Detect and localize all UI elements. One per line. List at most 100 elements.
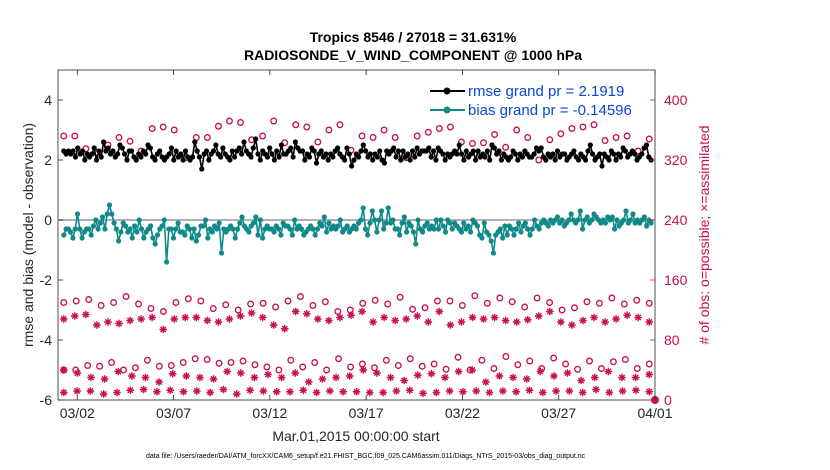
- obs-possible-marker: [469, 140, 476, 147]
- bias-point: [527, 232, 533, 238]
- obs-assimilated-marker: [618, 373, 626, 382]
- chart-title-line1: Tropics 8546 / 27018 = 31.631%: [310, 29, 517, 45]
- obs-possible-marker: [371, 296, 379, 304]
- obs-assimilated-marker: [427, 369, 436, 378]
- obs-assimilated-marker: [347, 311, 355, 320]
- obs-assimilated-marker: [352, 387, 361, 396]
- rmse-point: [508, 154, 514, 160]
- obs-assimilated-marker: [534, 312, 543, 320]
- y-axis-left-label: rmse and bias (model - observation): [20, 123, 36, 347]
- obs-possible-marker: [226, 117, 233, 125]
- y-left-tick-label: -4: [40, 332, 53, 348]
- obs-assimilated-marker: [326, 387, 334, 395]
- obs-assimilated-marker: [113, 388, 121, 397]
- bias-point: [193, 238, 199, 244]
- x-axis-label: Mar.01,2015 00:00:00 start: [272, 428, 439, 444]
- rmse-point: [613, 157, 619, 163]
- rmse-point: [313, 160, 320, 166]
- bias-point: [529, 226, 535, 232]
- y-left-tick-label: -6: [40, 392, 53, 408]
- y-left-tick-label: 0: [44, 212, 52, 228]
- bias-point: [479, 235, 485, 241]
- obs-possible-marker: [597, 365, 605, 372]
- rmse-point: [330, 154, 336, 160]
- obs-assimilated-marker: [538, 388, 547, 397]
- rmse-point: [552, 157, 558, 163]
- bias-point: [97, 220, 103, 226]
- bias-point: [431, 226, 437, 232]
- obs-possible-marker: [334, 308, 342, 315]
- obs-possible-marker: [60, 299, 68, 306]
- bias-point: [257, 217, 263, 223]
- obs-assimilated-marker: [499, 387, 507, 395]
- bias-point: [468, 229, 474, 235]
- obs-assimilated-marker: [590, 373, 599, 382]
- obs-assimilated-marker: [137, 315, 145, 323]
- obs-assimilated-marker: [568, 321, 576, 329]
- rmse-point: [250, 145, 256, 151]
- obs-possible-marker: [143, 356, 151, 364]
- bias-point: [278, 232, 284, 238]
- rmse-point: [618, 154, 624, 160]
- obs-possible-marker: [471, 292, 479, 300]
- obs-possible-marker: [184, 295, 192, 303]
- bias-point: [628, 217, 634, 223]
- rmse-point: [496, 148, 502, 154]
- rmse-point: [335, 145, 341, 151]
- rmse-point: [426, 145, 432, 151]
- bias-point: [72, 226, 78, 232]
- obs-possible-marker: [159, 123, 167, 131]
- obs-possible-marker: [633, 365, 641, 372]
- bias-point: [164, 259, 170, 265]
- y-right-tick-label: 0: [664, 392, 672, 408]
- obs-assimilated-marker: [358, 307, 366, 316]
- obs-assimilated-marker: [563, 369, 572, 377]
- rmse-point: [79, 148, 86, 154]
- obs-assimilated-marker: [100, 375, 109, 383]
- obs-assimilated-marker: [552, 387, 560, 395]
- rmse-point: [82, 157, 88, 163]
- rmse-point: [597, 151, 603, 157]
- rmse-point: [318, 148, 324, 154]
- obs-possible-marker: [645, 135, 653, 143]
- rmse-point: [346, 151, 352, 157]
- obs-assimilated-marker: [264, 370, 272, 379]
- bias-point: [161, 217, 167, 223]
- bias-point: [132, 223, 138, 229]
- obs-assimilated-marker: [115, 319, 123, 328]
- obs-possible-marker: [197, 297, 205, 305]
- obs-possible-marker: [214, 122, 222, 130]
- rmse-point: [342, 157, 348, 163]
- rmse-point: [414, 145, 420, 151]
- rmse-point: [482, 154, 488, 160]
- obs-possible-marker: [514, 361, 522, 369]
- bias-point: [394, 226, 401, 232]
- y-axis-right-label: # of obs: o=possible; ×=assimilated: [696, 125, 712, 344]
- obs-assimilated-marker: [400, 376, 408, 385]
- bias-point: [116, 238, 122, 244]
- rmse-point: [306, 154, 313, 160]
- bias-point: [321, 214, 327, 220]
- rmse-point: [398, 157, 404, 163]
- bias-point: [584, 214, 590, 220]
- bias-point: [372, 217, 378, 223]
- bias-point: [319, 223, 325, 229]
- bias-point: [554, 214, 561, 220]
- rmse-point: [210, 148, 217, 154]
- y-right-tick-label: 80: [664, 332, 680, 348]
- bias-point: [390, 217, 396, 223]
- rmse-point: [101, 139, 107, 145]
- obs-assimilated-marker: [93, 321, 101, 329]
- obs-possible-marker: [108, 359, 116, 366]
- obs-possible-marker: [325, 126, 333, 134]
- obs-possible-marker: [110, 299, 118, 306]
- rmse-point: [152, 157, 158, 163]
- rmse-point: [440, 151, 446, 157]
- obs-assimilated-marker: [645, 370, 654, 379]
- obs-possible-marker: [424, 128, 432, 136]
- obs-possible-marker: [645, 299, 653, 307]
- rmse-point: [236, 145, 242, 151]
- obs-possible-marker: [595, 299, 603, 307]
- obs-possible-marker: [623, 132, 631, 140]
- bias-point: [232, 235, 238, 241]
